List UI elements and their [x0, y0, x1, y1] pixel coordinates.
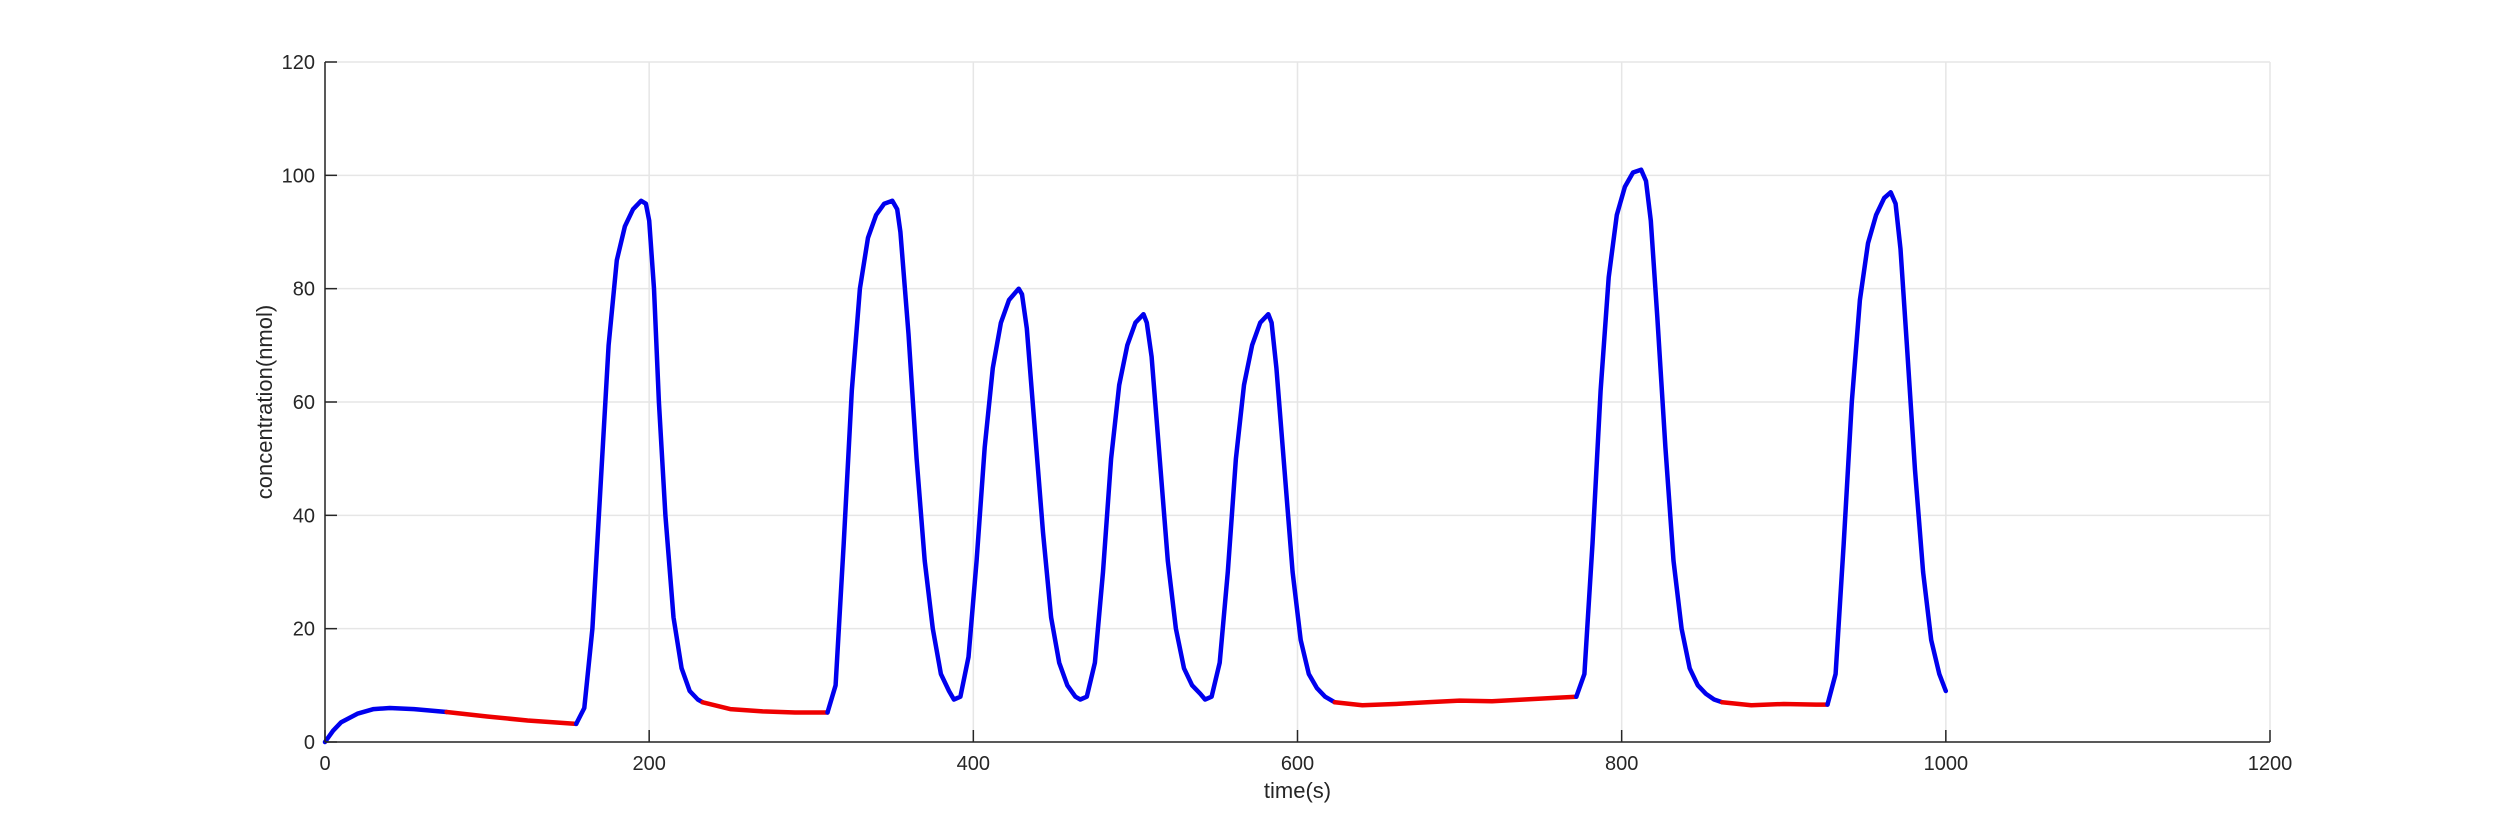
x-tick-label-0: 0 — [319, 753, 330, 775]
x-tick-label-4: 800 — [1605, 753, 1638, 775]
series-segment-6-blue — [1574, 167, 1725, 705]
series-segment-5-red — [1332, 694, 1579, 708]
y-tick-label-3: 60 — [293, 392, 315, 414]
grid — [324, 61, 2271, 743]
series-segment-7-red — [1719, 700, 1830, 708]
series-segment-2-blue — [573, 198, 705, 727]
y-tick-label-5: 100 — [282, 165, 315, 187]
y-tick-label-2: 40 — [293, 505, 315, 527]
series — [322, 167, 1949, 745]
series-segment-1-red — [444, 709, 579, 727]
x-tick-label-1: 200 — [632, 753, 665, 775]
y-tick-label-6: 120 — [282, 52, 315, 74]
y-tick-label-0: 0 — [304, 732, 315, 754]
x-tick-label-6: 1200 — [2248, 753, 2293, 775]
series-segment-4-blue — [825, 198, 1338, 715]
series-segment-0-blue — [322, 705, 449, 745]
x-tick-label-2: 400 — [957, 753, 990, 775]
x-tick-label-3: 600 — [1281, 753, 1314, 775]
y-tick-label-4: 80 — [293, 279, 315, 301]
series-segment-3-red — [700, 700, 830, 715]
x-tick-label-5: 1000 — [1924, 753, 1969, 775]
y-tick-label-1: 20 — [293, 619, 315, 641]
x-axis-label: time(s) — [1264, 778, 1331, 803]
series-segment-8-blue — [1825, 190, 1949, 707]
axes: 0 200 400 600 800 1000 1200 0 20 40 60 80 100 120 — [282, 52, 2293, 775]
y-axis-label: concentration(nmol) — [252, 305, 277, 499]
